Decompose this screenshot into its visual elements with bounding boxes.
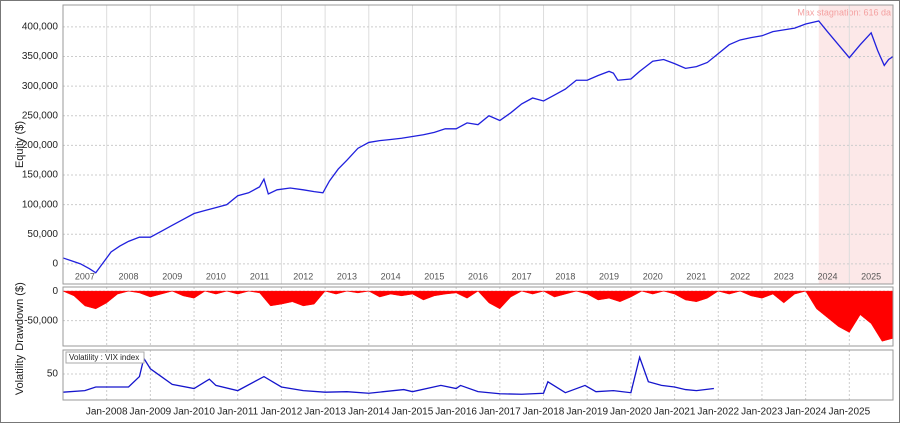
- legend-box: [65, 351, 145, 364]
- y-tick-label: 150,000: [22, 170, 59, 181]
- y-axis-title: Volatility: [14, 354, 26, 395]
- x-tick-label: Jan-2021: [654, 407, 696, 418]
- x-tick-label: Jan-2010: [173, 407, 215, 418]
- x-tick-label: 2009: [162, 271, 182, 281]
- drawdown-area: [62, 290, 894, 342]
- x-tick-label: Jan-2017: [479, 407, 521, 418]
- x-tick-label: Jan-2025: [828, 407, 870, 418]
- x-tick-label: Jan-2024: [785, 407, 827, 418]
- x-tick-label: 2025: [861, 271, 881, 281]
- y-tick-label: 300,000: [22, 81, 59, 92]
- data-line: [62, 20, 894, 274]
- x-tick-label: 2022: [730, 271, 750, 281]
- data-line: [62, 355, 714, 395]
- x-tick-label: Jan-2015: [392, 407, 434, 418]
- y-tick-label: 0: [52, 259, 58, 270]
- x-tick-label: 2012: [293, 271, 313, 281]
- y-tick-label: 400,000: [22, 22, 59, 33]
- x-tick-label: Jan-2019: [566, 407, 608, 418]
- x-tick-label: 2008: [119, 271, 139, 281]
- y-tick-label: 100,000: [22, 199, 59, 210]
- x-tick-label: Jan-2022: [697, 407, 739, 418]
- x-tick-label: Jan-2018: [523, 407, 565, 418]
- plot-area: [63, 350, 893, 400]
- x-tick-label: 2015: [424, 271, 444, 281]
- plot-frame: [62, 4, 894, 285]
- y-tick-label: 50: [47, 369, 59, 380]
- plot-frame: [62, 286, 894, 347]
- x-tick-label: 2011: [250, 271, 269, 281]
- x-tick-label: 2013: [337, 271, 357, 281]
- x-tick-label: Jan-2013: [304, 407, 346, 418]
- x-tick-label: 2007: [75, 271, 95, 281]
- x-tick-label: Jan-2016: [435, 407, 477, 418]
- x-tick-label: 2010: [206, 271, 226, 281]
- x-tick-label: Jan-2020: [610, 407, 652, 418]
- highlight-label: Max stagnation: 616 da: [797, 7, 891, 17]
- y-tick-label: -50,000: [24, 315, 58, 326]
- y-tick-label: 350,000: [22, 51, 59, 62]
- plot-area: [63, 5, 893, 284]
- x-tick-label: 2023: [774, 271, 794, 281]
- y-tick-label: 0: [52, 286, 58, 297]
- plot-frame: [62, 349, 894, 401]
- x-tick-label: 2024: [817, 271, 837, 281]
- x-tick-label: 2019: [599, 271, 619, 281]
- x-tick-label: Jan-2008: [86, 407, 128, 418]
- x-tick-label: 2017: [512, 271, 532, 281]
- x-tick-label: Jan-2014: [348, 407, 390, 418]
- y-tick-label: 250,000: [22, 110, 59, 121]
- y-axis-title: Equity ($): [14, 121, 26, 168]
- x-tick-label: Jan-2011: [217, 407, 258, 418]
- x-tick-label: 2018: [555, 271, 575, 281]
- x-tick-label: 2020: [643, 271, 663, 281]
- x-tick-label: 2016: [468, 271, 488, 281]
- highlight-band: [818, 5, 893, 284]
- x-tick-label: Jan-2023: [741, 407, 783, 418]
- x-tick-label: 2014: [381, 271, 401, 281]
- x-tick-label: Jan-2009: [130, 407, 172, 418]
- legend-label: Volatility : VIX index: [69, 353, 139, 362]
- y-tick-label: 200,000: [22, 140, 59, 151]
- x-tick-label: 2021: [686, 271, 706, 281]
- y-axis-title: Drawdown ($): [14, 282, 26, 350]
- y-tick-label: 50,000: [27, 229, 58, 240]
- x-tick-label: Jan-2012: [261, 407, 303, 418]
